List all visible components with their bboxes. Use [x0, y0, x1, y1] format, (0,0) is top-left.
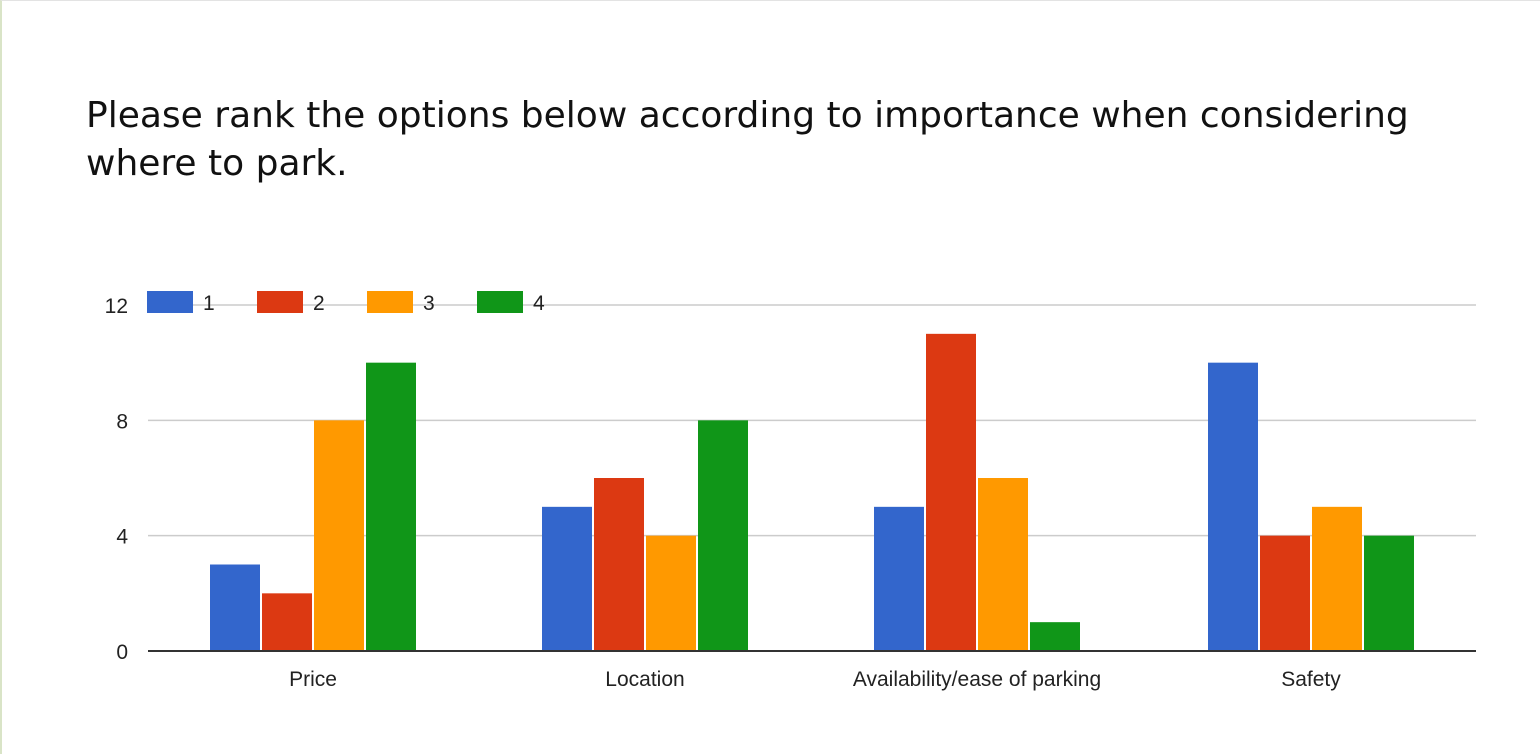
- bar-3-series-1: [1208, 362, 1258, 651]
- bar-2-series-1: [874, 506, 924, 651]
- legend-label-1: 1: [203, 292, 215, 315]
- bar-3-series-2: [1260, 535, 1310, 651]
- x-category-label: Price: [289, 668, 337, 691]
- legend-label-2: 2: [313, 292, 325, 315]
- legend-label-3: 3: [423, 292, 435, 315]
- bars: [210, 333, 1414, 651]
- bar-0-series-3: [314, 420, 364, 651]
- page-title: Please rank the options below according …: [86, 95, 1409, 184]
- legend-swatch-4: [477, 291, 523, 313]
- bar-1-series-2: [594, 478, 644, 651]
- legend-swatch-2: [257, 291, 303, 313]
- legend-swatch-1: [147, 291, 193, 313]
- legend-label-4: 4: [533, 292, 545, 315]
- bar-2-series-2: [926, 333, 976, 651]
- legend-swatch-3: [367, 291, 413, 313]
- y-tick-label: 12: [105, 295, 128, 318]
- bar-1-series-1: [542, 506, 592, 651]
- bar-3-series-3: [1312, 506, 1362, 651]
- legend: 1 2 3 4: [147, 291, 545, 315]
- y-tick-label: 4: [116, 526, 128, 549]
- bar-2-series-3: [978, 478, 1028, 651]
- bar-1-series-3: [646, 535, 696, 651]
- bar-2-series-4: [1030, 622, 1080, 651]
- bar-0-series-2: [262, 593, 312, 651]
- x-category-label: Location: [605, 668, 684, 691]
- bar-0-series-4: [366, 362, 416, 651]
- x-category-label: Safety: [1281, 668, 1341, 691]
- y-tick-label: 0: [116, 641, 128, 664]
- x-category-label: Availability/ease of parking: [853, 668, 1101, 691]
- bar-1-series-4: [698, 420, 748, 651]
- bar-0-series-1: [210, 564, 260, 651]
- y-tick-label: 8: [116, 410, 128, 433]
- bar-3-series-4: [1364, 535, 1414, 651]
